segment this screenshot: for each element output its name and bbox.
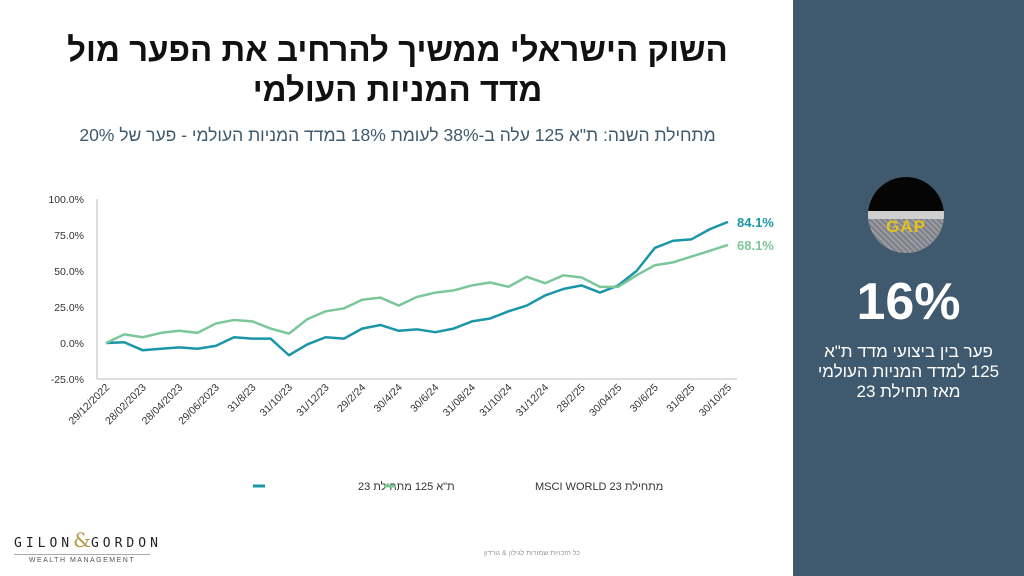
copyright-text: כל הזכויות שמורות לגילון & גורדון — [483, 550, 580, 557]
logo-subtitle: WEALTH MANAGEMENT — [28, 557, 136, 564]
x-tick-label: 31/8/23 — [225, 382, 258, 415]
x-tick-label: 31/12/24 — [514, 382, 551, 419]
x-tick-label: 31/8/25 — [664, 382, 697, 415]
legend-label: MSCI WORLD 23 מתחילת — [535, 480, 663, 493]
y-tick-label: 25.0% — [54, 302, 84, 314]
y-tick-label: -25.0% — [51, 374, 84, 386]
x-tick-label: 31/10/23 — [258, 382, 295, 419]
x-tick-label: 30/4/24 — [372, 382, 405, 415]
x-tick-label: 28/2/25 — [555, 382, 588, 415]
x-tick-label: 30/6/25 — [628, 382, 661, 415]
legend-label: ת"א 125 מתחילת 23 — [358, 480, 455, 493]
company-logo: GILON&GORDON WEALTH MANAGEMENT — [14, 528, 158, 564]
logo-ampersand: & — [73, 528, 91, 552]
y-tick-label: 100.0% — [48, 194, 84, 206]
gap-percentage: 16% — [856, 273, 961, 331]
logo-text: GILON — [14, 536, 74, 551]
description-line: מאז תחילת 23 — [856, 382, 961, 401]
x-tick-label: 30/6/24 — [408, 382, 441, 415]
gap-description: פער בין ביצועי מדד ת"א 125 למדד המניות ה… — [803, 342, 1014, 402]
y-tick-label: 50.0% — [54, 266, 84, 278]
y-tick-label: 75.0% — [54, 230, 84, 242]
description-line: פער בין ביצועי מדד ת"א — [824, 342, 993, 361]
x-tick-label: 29/2/24 — [335, 382, 368, 415]
logo-text: GORDON — [90, 536, 162, 551]
side-panel: GAP 16% פער בין ביצועי מדד ת"א 125 למדד … — [793, 0, 1024, 576]
y-tick-label: 0.0% — [60, 338, 84, 350]
description-line: 125 למדד המניות העולמי — [817, 362, 1000, 381]
title-line-1: השוק הישראלי ממשיך להרחיב את הפער מול — [67, 31, 728, 68]
page-title: השוק הישראלי ממשיך להרחיב את הפער מול מד… — [40, 30, 755, 110]
end-value-label: 68.1% — [737, 238, 774, 253]
series-line-ta125 — [105, 220, 729, 357]
subtitle: מתחילת השנה: ת"א 125 עלה ב-38% לעומת 18%… — [79, 125, 716, 145]
gap-image: GAP — [868, 177, 944, 253]
x-tick-label: 31/10/24 — [477, 382, 514, 419]
x-tick-label: 30/10/25 — [697, 382, 734, 419]
line-chart: 100.0%75.0%50.0%25.0%0.0%-25.0%29/12/202… — [48, 194, 774, 493]
x-tick-label: 31/08/24 — [441, 382, 478, 419]
x-tick-label: 30/04/25 — [587, 382, 624, 419]
x-tick-label: 31/12/23 — [294, 382, 331, 419]
gap-image-text: GAP — [886, 217, 926, 237]
end-value-label: 84.1% — [737, 215, 774, 230]
title-line-2: מדד המניות העולמי — [252, 71, 543, 108]
